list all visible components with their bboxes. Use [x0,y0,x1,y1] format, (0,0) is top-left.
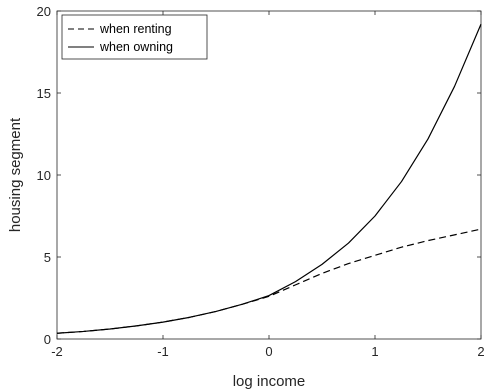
plot-area [56,10,482,340]
series-line-owning [56,23,482,334]
x-tick-label: -1 [157,344,169,359]
y-axis-label: housing segment [7,117,24,232]
legend-label-renting: when renting [99,22,172,36]
y-tick-label: 0 [44,332,51,347]
legend: when renting when owning [61,14,208,60]
x-axis-label: log income [233,373,306,390]
x-tick-label: 2 [477,344,484,359]
x-tick-label: 0 [265,344,272,359]
x-tick-label: -2 [51,344,63,359]
y-tick-label: 5 [44,250,51,265]
x-tick-label: 1 [371,344,378,359]
legend-box [61,14,208,60]
y-tick-label: 15 [37,86,51,101]
series-lines [56,23,482,334]
y-tick-label: 20 [37,4,51,19]
y-tick-label: 10 [37,168,51,183]
legend-label-owning: when owning [99,40,173,54]
